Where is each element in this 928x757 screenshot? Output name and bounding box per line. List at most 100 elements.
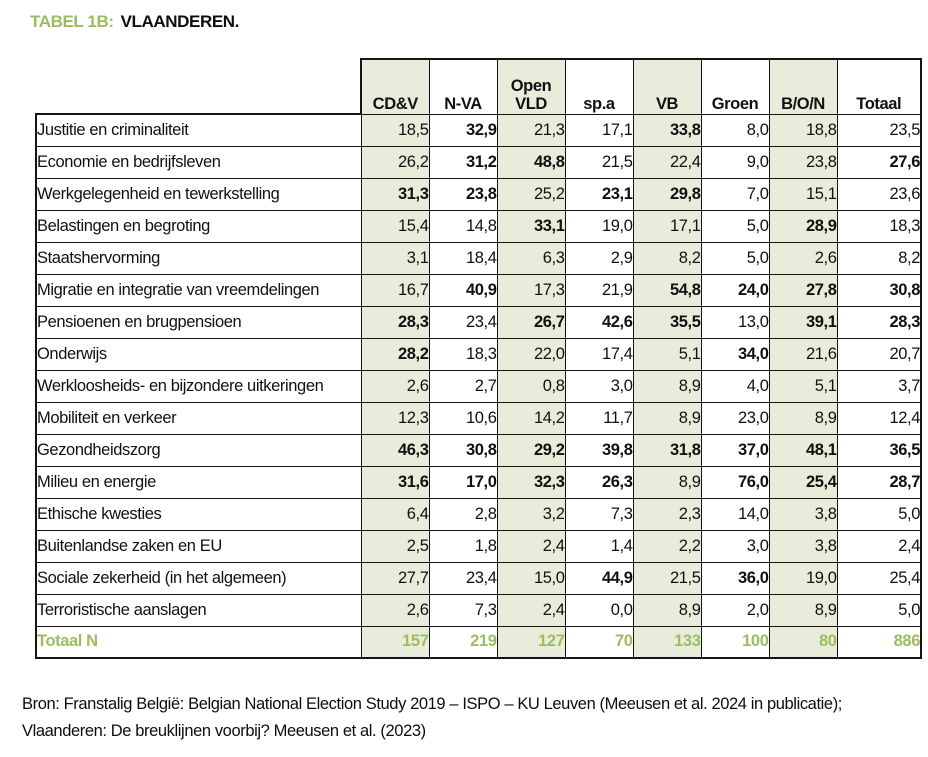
table-cell: 18,3 bbox=[428, 337, 498, 371]
table-cell: 23,8 bbox=[428, 177, 498, 211]
table-cell: 3,2 bbox=[496, 497, 566, 531]
column-header: VB bbox=[632, 58, 702, 115]
corner-blank-cell bbox=[36, 59, 361, 114]
table-cell: 8,2 bbox=[836, 241, 922, 275]
table-cell: 3,7 bbox=[836, 369, 922, 403]
table-cell: 7,0 bbox=[700, 177, 770, 211]
table-cell: 21,3 bbox=[496, 113, 566, 147]
table-cell: 14,2 bbox=[496, 401, 566, 435]
table-cell: 219 bbox=[428, 625, 498, 659]
table-cell: 31,2 bbox=[428, 145, 498, 179]
table-cell: 28,9 bbox=[768, 209, 838, 243]
table-cell: 23,6 bbox=[836, 177, 922, 211]
row-label: Sociale zekerheid (in het algemeen) bbox=[35, 561, 362, 595]
table-cell: 2,4 bbox=[496, 593, 566, 627]
row-label: Pensioenen en brugpensioen bbox=[35, 305, 362, 339]
table-cell: 15,4 bbox=[360, 209, 430, 243]
table-cell: 76,0 bbox=[700, 465, 770, 499]
row-label: Werkloosheids- en bijzondere uitkeringen bbox=[35, 369, 362, 403]
table-cell: 19,0 bbox=[564, 209, 634, 243]
table-row: Onderwijs 28,2 18,3 22,0 17,4 5,1 34,0 21,6 20,7 bbox=[35, 337, 922, 371]
table-cell: 25,2 bbox=[496, 177, 566, 211]
table-cell: 2,7 bbox=[428, 369, 498, 403]
table-cell: 31,6 bbox=[360, 465, 430, 499]
table-row: Sociale zekerheid (in het algemeen) 27,7 2… bbox=[35, 561, 922, 595]
table-row: Justitie en criminaliteit 18,5 32,9 21,3 17,… bbox=[35, 113, 922, 147]
table-cell: 6,4 bbox=[360, 497, 430, 531]
table-cell: 31,8 bbox=[632, 433, 702, 467]
table-row: Mobiliteit en verkeer 12,3 10,6 14,2 11,7 8,9… bbox=[35, 401, 922, 435]
column-header: Open VLD bbox=[496, 58, 566, 115]
table-row: Ethische kwesties 6,4 2,8 3,2 7,3 2,3 14,0 3,8 5… bbox=[35, 497, 922, 531]
row-label: Migratie en integratie van vreemdelingen bbox=[35, 273, 362, 307]
table-cell: 3,0 bbox=[700, 529, 770, 563]
row-label: Milieu en energie bbox=[35, 465, 362, 499]
table-row: Belastingen en begroting 15,4 14,8 33,1 19,0… bbox=[35, 209, 922, 243]
row-label: Ethische kwesties bbox=[35, 497, 362, 531]
table-cell: 2,6 bbox=[768, 241, 838, 275]
table-cell: 12,3 bbox=[360, 401, 430, 435]
table-cell: 2,6 bbox=[360, 593, 430, 627]
table-cell: 20,7 bbox=[836, 337, 922, 371]
table-cell: 22,4 bbox=[632, 145, 702, 179]
table-cell: 2,9 bbox=[564, 241, 634, 275]
table-cell: 32,3 bbox=[496, 465, 566, 499]
row-label: Werkgelegenheid en tewerkstelling bbox=[35, 177, 362, 211]
column-header: Groen bbox=[700, 58, 770, 115]
table-row: Buitenlandse zaken en EU 2,5 1,8 2,4 1,4 2,2 3… bbox=[35, 529, 922, 563]
table-cell: 13,0 bbox=[700, 305, 770, 339]
table-cell: 33,1 bbox=[496, 209, 566, 243]
results-table: CD&V N-VA Open VLD sp.a VB Groen B/O/N Totaal J… bbox=[35, 58, 922, 659]
table-cell: 40,9 bbox=[428, 273, 498, 307]
table-cell: 48,1 bbox=[768, 433, 838, 467]
table-cell: 46,3 bbox=[360, 433, 430, 467]
table-cell: 36,0 bbox=[700, 561, 770, 595]
table-cell: 3,8 bbox=[768, 497, 838, 531]
table-cell: 29,8 bbox=[632, 177, 702, 211]
table-cell: 3,1 bbox=[360, 241, 430, 275]
table-cell: 23,1 bbox=[564, 177, 634, 211]
row-label: Mobiliteit en verkeer bbox=[35, 401, 362, 435]
table-cell: 8,0 bbox=[700, 113, 770, 147]
table-cell: 10,6 bbox=[428, 401, 498, 435]
table-cell: 886 bbox=[836, 625, 922, 659]
row-label: Economie en bedrijfsleven bbox=[35, 145, 362, 179]
table-cell: 14,8 bbox=[428, 209, 498, 243]
table-region-label: VLAANDEREN. bbox=[120, 12, 240, 31]
table-row: Pensioenen en brugpensioen 28,3 23,4 26,7 42… bbox=[35, 305, 922, 339]
source-line-2: Vlaanderen: De breuklijnen voorbij? Meeu… bbox=[22, 722, 426, 740]
table-cell: 8,9 bbox=[632, 401, 702, 435]
table-cell: 25,4 bbox=[768, 465, 838, 499]
table-row: Werkgelegenheid en tewerkstelling 31,3 23,… bbox=[35, 177, 922, 211]
table-row: Milieu en energie 31,6 17,0 32,3 26,3 8,9 76,0… bbox=[35, 465, 922, 499]
table-cell: 70 bbox=[564, 625, 634, 659]
table-cell: 31,3 bbox=[360, 177, 430, 211]
row-label: Onderwijs bbox=[35, 337, 362, 371]
table-cell: 8,9 bbox=[632, 593, 702, 627]
table-cell: 5,0 bbox=[836, 497, 922, 531]
header-row: CD&V N-VA Open VLD sp.a VB Groen B/O/N Totaal bbox=[36, 58, 922, 115]
table-cell: 29,2 bbox=[496, 433, 566, 467]
table-cell: 21,9 bbox=[564, 273, 634, 307]
table-row: Werkloosheids- en bijzondere uitkeringen… bbox=[35, 369, 922, 403]
table-cell: 4,0 bbox=[700, 369, 770, 403]
table-cell: 44,9 bbox=[564, 561, 634, 595]
source-line-1: Bron: Franstalig België: Belgian Nationa… bbox=[22, 695, 842, 713]
row-label: Gezondheidszorg bbox=[35, 433, 362, 467]
table-cell: 3,8 bbox=[768, 529, 838, 563]
table-cell: 39,1 bbox=[768, 305, 838, 339]
table-cell: 36,5 bbox=[836, 433, 922, 467]
table-cell: 18,8 bbox=[768, 113, 838, 147]
table-cell: 54,8 bbox=[632, 273, 702, 307]
table-cell: 2,8 bbox=[428, 497, 498, 531]
table-cell: 34,0 bbox=[700, 337, 770, 371]
table-cell: 19,0 bbox=[768, 561, 838, 595]
table-cell: 48,8 bbox=[496, 145, 566, 179]
table-cell: 15,1 bbox=[768, 177, 838, 211]
table-cell: 2,4 bbox=[836, 529, 922, 563]
table-cell: 8,9 bbox=[632, 369, 702, 403]
column-header: N-VA bbox=[428, 58, 498, 115]
table-cell: 23,5 bbox=[836, 113, 922, 147]
table-cell: 18,5 bbox=[360, 113, 430, 147]
table-cell: 8,2 bbox=[632, 241, 702, 275]
